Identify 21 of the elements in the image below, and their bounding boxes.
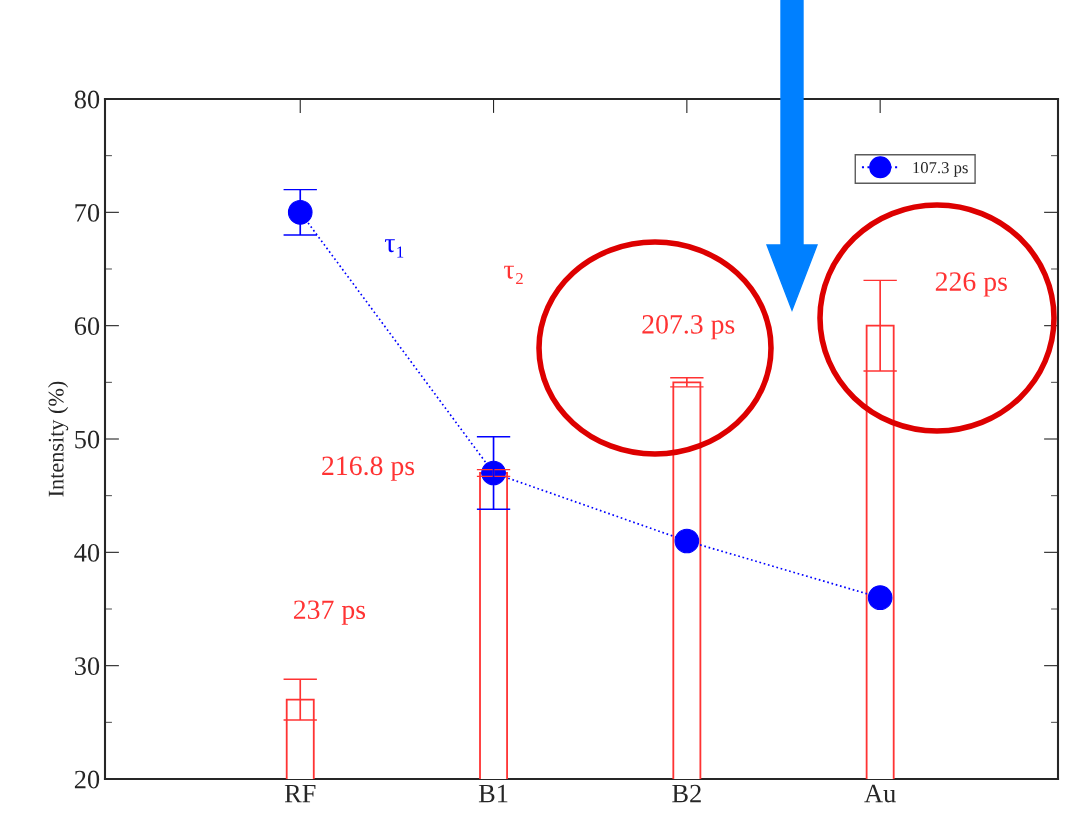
- x-tick-label: Au: [864, 784, 896, 803]
- annotation: 237 ps: [293, 600, 366, 625]
- y-tick-label: 50: [75, 430, 100, 449]
- annotation: 207.3 ps: [642, 314, 735, 340]
- y-tick-label: 70: [75, 203, 100, 222]
- x-tick-label: B2: [672, 784, 701, 803]
- y-tick-label: 20: [74, 770, 100, 789]
- point: [867, 585, 893, 610]
- y-tick-label: 30: [75, 657, 100, 676]
- annotation: 226 ps: [935, 272, 1007, 297]
- text: τ₂: [504, 265, 523, 285]
- y-tick-label: 60: [74, 317, 100, 336]
- y-tick-label: 40: [74, 543, 100, 562]
- point: [674, 528, 700, 554]
- x-tick-label: B1: [478, 784, 508, 803]
- x-tick-label: RF: [284, 784, 316, 803]
- annotation: τ₁: [384, 239, 404, 258]
- annotation: 216.8 ps: [322, 456, 415, 481]
- y-axis-title: Intensity (%): [47, 381, 69, 497]
- legend-label: 107.3 ps: [913, 162, 968, 177]
- y-tick-label: 80: [74, 90, 100, 109]
